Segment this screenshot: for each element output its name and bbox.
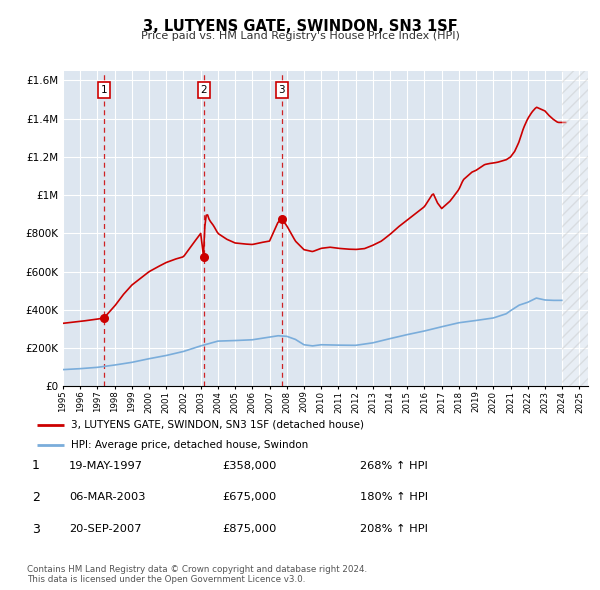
- Text: £675,000: £675,000: [222, 493, 276, 502]
- Text: 2: 2: [200, 85, 207, 95]
- Text: £358,000: £358,000: [222, 461, 277, 470]
- Text: Price paid vs. HM Land Registry's House Price Index (HPI): Price paid vs. HM Land Registry's House …: [140, 31, 460, 41]
- Text: £875,000: £875,000: [222, 525, 277, 534]
- Bar: [562, 71, 588, 386]
- Text: 20-SEP-2007: 20-SEP-2007: [69, 525, 142, 534]
- Text: 3: 3: [32, 523, 40, 536]
- Text: 2: 2: [32, 491, 40, 504]
- Text: 208% ↑ HPI: 208% ↑ HPI: [360, 525, 428, 534]
- Text: 06-MAR-2003: 06-MAR-2003: [69, 493, 146, 502]
- Text: 1: 1: [32, 459, 40, 472]
- Text: Contains HM Land Registry data © Crown copyright and database right 2024.
This d: Contains HM Land Registry data © Crown c…: [27, 565, 367, 584]
- Text: 1: 1: [100, 85, 107, 95]
- Text: 3: 3: [278, 85, 285, 95]
- Text: HPI: Average price, detached house, Swindon: HPI: Average price, detached house, Swin…: [71, 440, 308, 450]
- Text: 268% ↑ HPI: 268% ↑ HPI: [360, 461, 428, 470]
- Text: 3, LUTYENS GATE, SWINDON, SN3 1SF (detached house): 3, LUTYENS GATE, SWINDON, SN3 1SF (detac…: [71, 419, 364, 430]
- Text: 3, LUTYENS GATE, SWINDON, SN3 1SF: 3, LUTYENS GATE, SWINDON, SN3 1SF: [143, 19, 457, 34]
- Text: 180% ↑ HPI: 180% ↑ HPI: [360, 493, 428, 502]
- Text: 19-MAY-1997: 19-MAY-1997: [69, 461, 143, 470]
